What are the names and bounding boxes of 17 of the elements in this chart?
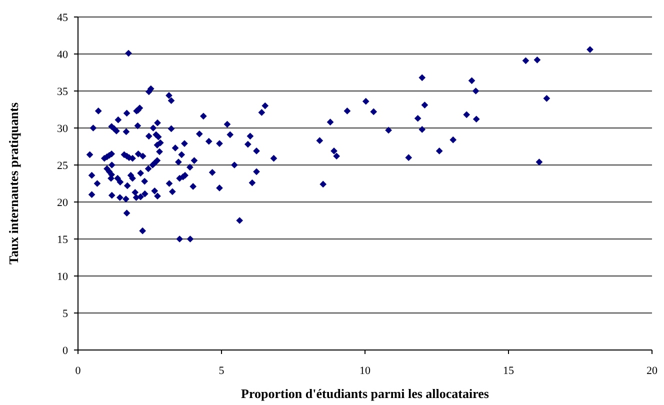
x-tick-label: 5 xyxy=(218,365,225,377)
y-tick-label: 0 xyxy=(62,344,68,357)
x-tick-label: 0 xyxy=(75,365,82,377)
y-tick-label: 20 xyxy=(57,196,68,209)
y-tick-label: 40 xyxy=(57,48,68,61)
y-tick-label: 5 xyxy=(62,308,68,320)
y-tick-label: 45 xyxy=(57,12,68,24)
y-axis-title: Taux internautes pratiquants xyxy=(6,102,21,265)
x-tick-label: 10 xyxy=(360,365,371,377)
x-tick-label: 15 xyxy=(503,365,514,377)
x-axis-title: Proportion d'étudiants parmi les allocataires xyxy=(241,386,489,401)
y-tick-label: 35 xyxy=(57,86,68,98)
y-tick-label: 25 xyxy=(57,160,68,172)
x-tick-label: 20 xyxy=(646,365,658,377)
y-tick-label: 15 xyxy=(57,234,68,246)
y-tick-label: 10 xyxy=(57,270,68,283)
y-tick-label: 30 xyxy=(57,122,68,135)
